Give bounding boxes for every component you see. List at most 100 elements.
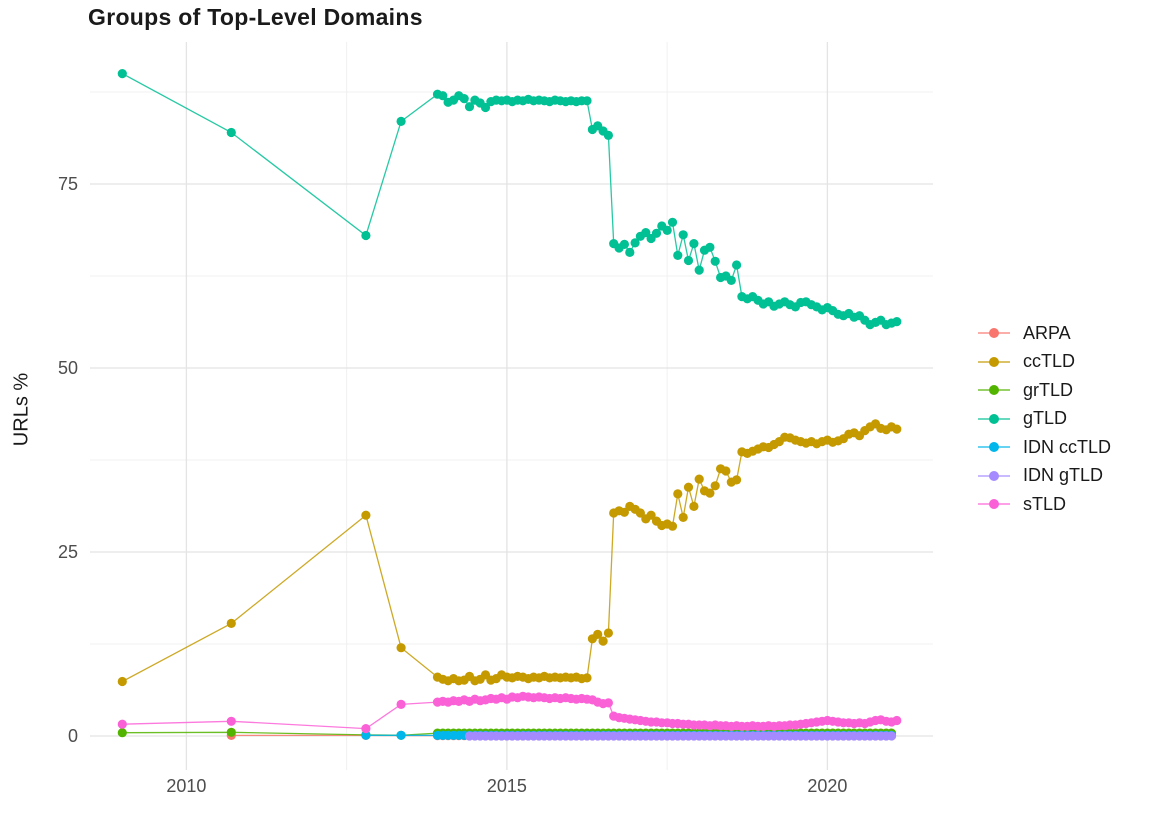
data-point (705, 242, 715, 252)
data-point (732, 475, 742, 485)
data-point (593, 629, 603, 640)
legend-label-gtld: gTLD (1023, 408, 1068, 429)
data-point (226, 618, 236, 629)
data-point (710, 481, 720, 491)
data-point (226, 727, 236, 737)
legend-item-idn-cctld: IDN ccTLD (978, 433, 1111, 462)
data-point (732, 260, 742, 270)
legend-key-gtld (978, 413, 1010, 425)
legend-key-dot (989, 385, 999, 396)
chart-title: Groups of Top-Level Domains (88, 4, 423, 30)
data-point (582, 673, 592, 683)
data-point (603, 698, 614, 708)
legend-key-dot (989, 499, 999, 510)
data-point (892, 715, 902, 726)
legend-label-arpa: ARPA (1023, 322, 1071, 343)
legend-label-idn-gtld: IDN gTLD (1023, 465, 1104, 486)
data-point (689, 239, 699, 249)
data-point (683, 255, 694, 266)
data-point (464, 102, 475, 112)
data-point (726, 275, 736, 285)
data-point (625, 247, 635, 257)
data-point (396, 730, 406, 740)
data-point (117, 69, 127, 79)
data-point (630, 238, 640, 248)
legend-key-idn-gtld (978, 470, 1010, 482)
data-point (603, 130, 614, 140)
data-point (694, 265, 704, 275)
data-point (683, 482, 694, 492)
data-point (117, 676, 127, 687)
x-tick-label: 2015 (487, 776, 527, 796)
data-point (678, 512, 688, 523)
data-point (667, 521, 678, 531)
legend-key-cctld (978, 356, 1010, 368)
data-point (438, 91, 448, 101)
series-line-gtld (121, 73, 897, 326)
data-point (635, 508, 646, 518)
data-point (721, 466, 731, 476)
data-point (603, 628, 614, 638)
data-point (667, 217, 678, 227)
data-point (886, 731, 897, 741)
data-point (117, 728, 127, 738)
legend-item-stld: sTLD (978, 490, 1111, 519)
legend-item-gtld: gTLD (978, 405, 1111, 434)
legend-item-arpa: ARPA (978, 319, 1111, 348)
series-gtld (117, 69, 902, 330)
legend-label-idn-cctld: IDN ccTLD (1023, 436, 1112, 457)
data-point (651, 228, 662, 238)
series-line-cctld (121, 423, 898, 683)
data-point (705, 488, 715, 498)
legend-key-arpa (978, 327, 1010, 339)
data-point (480, 102, 491, 113)
data-point (619, 239, 630, 249)
data-point (710, 256, 720, 266)
legend-key-dot (989, 470, 999, 481)
legend-label-stld: sTLD (1023, 493, 1067, 514)
y-tick-label: 0 (68, 726, 78, 746)
x-tick-label: 2020 (807, 776, 847, 796)
data-point (361, 230, 371, 241)
legend-key-dot (989, 413, 999, 424)
y-tick-label: 25 (58, 542, 78, 562)
legend-item-cctld: ccTLD (978, 348, 1111, 377)
data-point (396, 116, 406, 126)
y-tick-label: 75 (58, 174, 78, 194)
legend-key-dot (989, 328, 999, 339)
data-point (459, 94, 469, 104)
legend-key-stld (978, 498, 1010, 510)
data-point (226, 127, 236, 138)
data-point (689, 501, 699, 511)
data-point (662, 225, 672, 235)
legend-item-grtld: grTLD (978, 376, 1111, 405)
series-idn-gtld (464, 731, 897, 741)
data-point (673, 250, 683, 260)
series-stld (117, 691, 902, 734)
data-point (361, 730, 371, 740)
legend-item-idn-gtld: IDN gTLD (978, 462, 1111, 491)
data-point (641, 228, 651, 238)
data-point (582, 96, 592, 106)
legend-label-grtld: grTLD (1023, 379, 1074, 400)
data-point (361, 724, 371, 734)
legend-key-dot (989, 442, 999, 453)
data-point (598, 636, 608, 646)
data-point (892, 317, 902, 327)
data-point (619, 507, 630, 517)
data-point (226, 716, 236, 726)
legend-key-dot (989, 356, 999, 367)
data-point (673, 489, 683, 499)
legend-key-idn-cctld (978, 441, 1010, 453)
data-point (646, 510, 656, 520)
data-point (694, 474, 704, 484)
legend-key-grtld (978, 384, 1010, 396)
data-point (396, 699, 406, 710)
legend: ARPA ccTLD grTLD gTLD IDN ccTLD IDN gTLD sTLD (978, 319, 1111, 519)
series-cctld (117, 419, 902, 687)
data-point (361, 510, 371, 520)
data-point (892, 424, 902, 434)
y-tick-label: 50 (58, 358, 78, 378)
